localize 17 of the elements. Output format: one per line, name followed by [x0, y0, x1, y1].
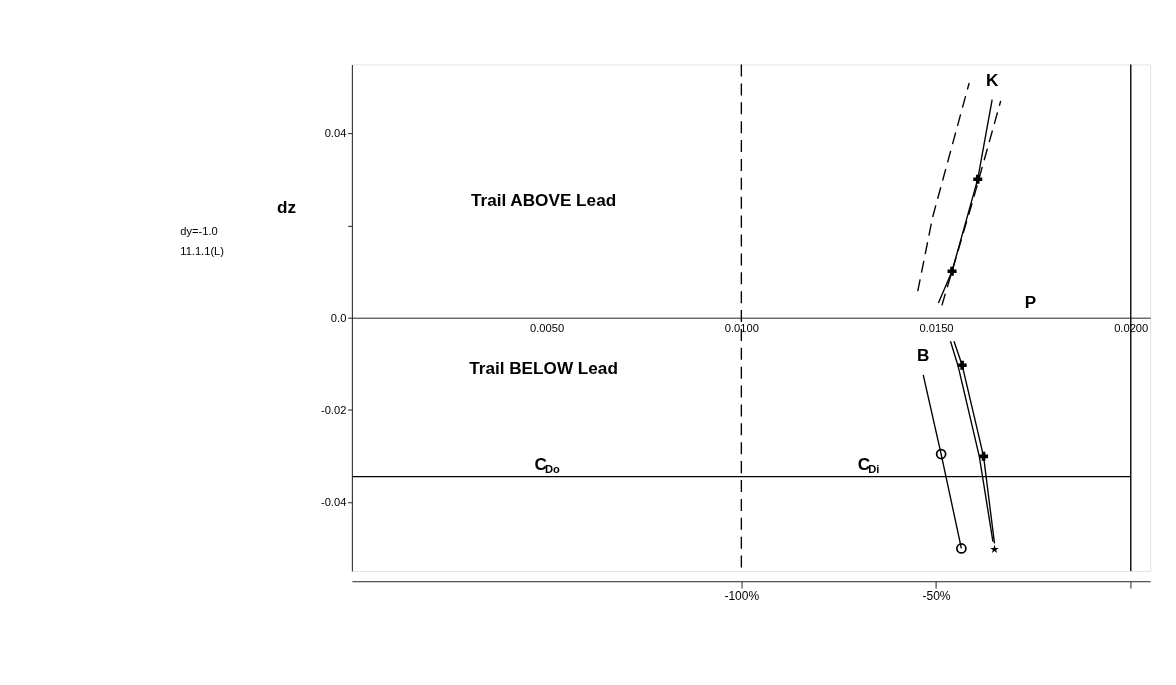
y-tick-label: 0.04	[324, 127, 347, 140]
x-tick-label: 0.0100	[724, 321, 759, 334]
x-tick-label: 0.0050	[530, 321, 565, 334]
series-label: K	[985, 69, 999, 90]
y-axis-title: dz	[277, 197, 297, 218]
text: 11.1.1(L)	[180, 245, 225, 258]
x2-tick-label: -50%	[922, 588, 951, 603]
y-tick-label: -0.02	[320, 403, 347, 416]
annotation: Trail ABOVE Lead	[470, 190, 617, 211]
annotation: Trail BELOW Lead	[469, 357, 618, 378]
text: dy=-1.0	[180, 225, 218, 238]
y-tick-label: -0.04	[320, 495, 347, 508]
series-label: B	[917, 345, 930, 366]
x-tick-label: 0.0150	[919, 321, 954, 334]
annotation: P	[1024, 291, 1037, 312]
y-tick-label: 0.0	[330, 311, 347, 324]
x2-tick-label: -100%	[724, 588, 760, 603]
